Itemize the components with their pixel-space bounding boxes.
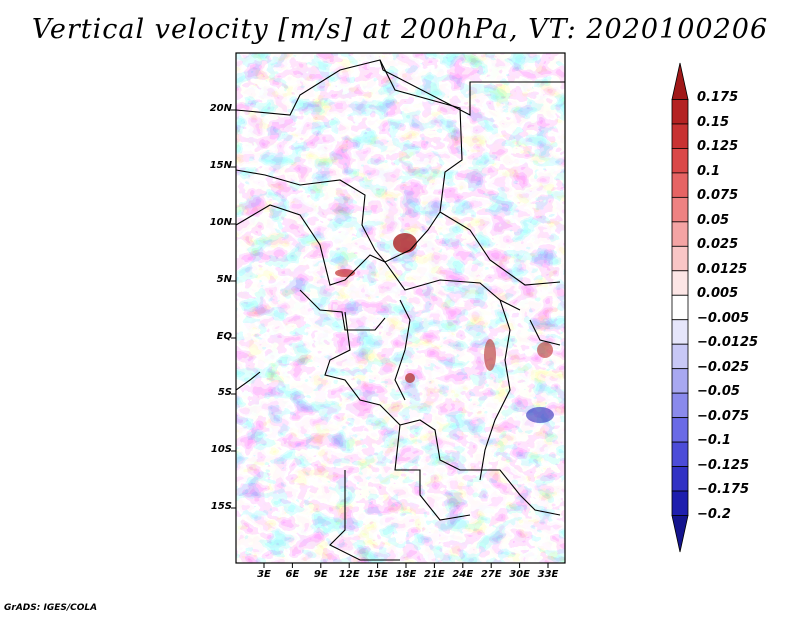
colorbar <box>671 62 689 553</box>
colorbar-label: −0.005 <box>697 310 750 326</box>
credit-text: GrADS: IGES/COLA <box>4 603 98 613</box>
colorbar-label: −0.175 <box>697 482 750 498</box>
colorbar-label: −0.125 <box>697 457 750 473</box>
colorbar-label: −0.0125 <box>697 335 759 351</box>
velocity-field <box>236 53 565 563</box>
colorbar-label: 0.0125 <box>697 261 748 277</box>
colorbar-swatch <box>671 343 689 370</box>
colorbar-swatch <box>671 123 689 149</box>
latitude-label: 5S <box>217 387 232 398</box>
colorbar-label: 0.1 <box>697 163 721 179</box>
colorbar-swatch <box>671 392 689 419</box>
longitude-label: 9E <box>313 569 328 580</box>
colorbar-swatch <box>671 62 689 100</box>
colorbar-swatch <box>671 368 689 394</box>
longitude-label: 6E <box>285 569 300 580</box>
longitude-ticks <box>263 563 549 568</box>
latitude-label: 15N <box>209 160 232 171</box>
longitude-label: 33E <box>537 569 559 580</box>
colorbar-swatch <box>671 490 689 516</box>
latitude-label: 15S <box>210 501 232 512</box>
colorbar-label: 0.025 <box>697 237 739 253</box>
colorbar-label: −0.1 <box>697 433 731 449</box>
longitude-label: 27E <box>480 569 502 580</box>
colorbar-label: −0.2 <box>697 506 731 522</box>
latitude-label: 10N <box>209 217 232 228</box>
colorbar-swatch <box>671 245 689 272</box>
longitude-label: 18E <box>395 569 417 580</box>
colorbar-swatch <box>671 441 689 467</box>
colorbar-swatch <box>671 417 689 443</box>
colorbar-swatch <box>671 196 689 223</box>
colorbar-label: −0.075 <box>697 408 750 424</box>
colorbar-label: −0.025 <box>697 359 750 375</box>
longitude-label: 15E <box>367 569 388 580</box>
longitude-label: 24E <box>452 569 474 580</box>
longitude-label: 30E <box>509 569 530 580</box>
latitude-label: 20N <box>209 103 232 114</box>
colorbar-label: 0.075 <box>697 188 739 204</box>
latitude-label: 5N <box>216 274 232 285</box>
colorbar-label: 0.175 <box>697 90 739 106</box>
latitude-label: EQ <box>216 331 232 342</box>
longitude-label: 12E <box>338 569 360 580</box>
colorbar-swatch <box>671 148 689 174</box>
colorbar-swatch <box>671 294 689 321</box>
colorbar-swatch <box>671 270 689 296</box>
map-frame <box>235 52 566 564</box>
colorbar-swatch <box>671 466 689 492</box>
country-borders <box>236 59 565 561</box>
longitude-label: 21E <box>424 569 445 580</box>
colorbar-swatch <box>671 319 689 345</box>
colorbar-swatch <box>671 172 689 198</box>
colorbar-label: 0.005 <box>697 286 739 302</box>
colorbar-label: 0.125 <box>697 139 739 155</box>
map-title: Vertical velocity [m/s] at 200hPa, VT: 2… <box>31 14 769 45</box>
latitude-ticks <box>231 109 236 509</box>
colorbar-swatch <box>671 221 689 247</box>
colorbar-swatch <box>671 99 689 125</box>
colorbar-label: 0.15 <box>697 114 730 130</box>
longitude-label: 3E <box>257 569 271 580</box>
colorbar-label: −0.05 <box>697 384 740 400</box>
colorbar-label: 0.05 <box>697 212 730 228</box>
latitude-label: 10S <box>210 444 232 455</box>
colorbar-swatch <box>671 515 689 553</box>
